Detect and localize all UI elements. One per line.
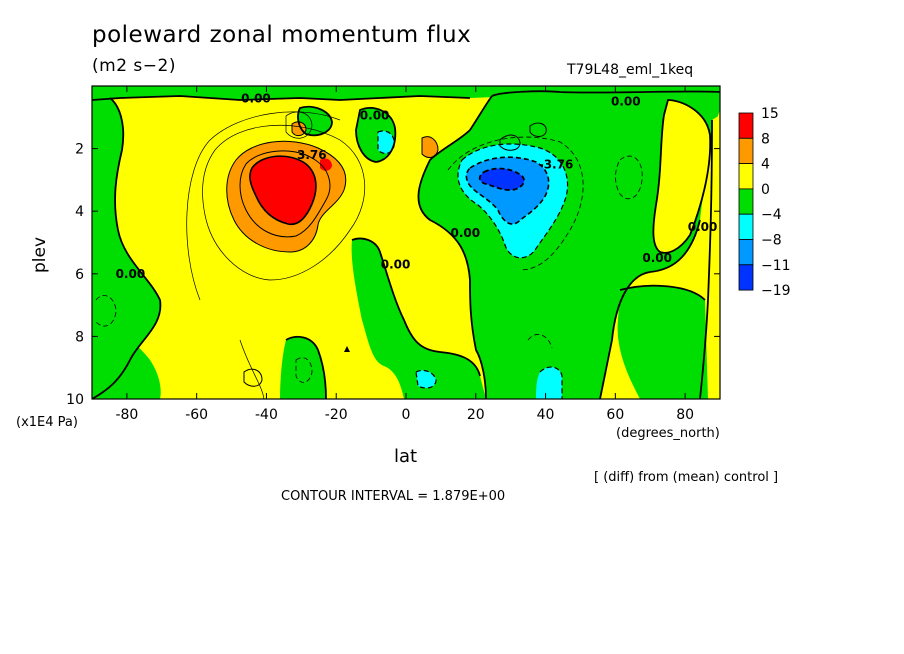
contour-label-0: 0.00 (241, 92, 271, 106)
x-tick-label-1: -60 (185, 407, 208, 423)
y-tick-label-3: 8 (75, 329, 84, 345)
contour-label-9: 0.00 (688, 220, 718, 234)
y-axis-ticks: 2 4 6 8 10 (66, 142, 720, 408)
contour-label-8: 0.00 (642, 251, 672, 265)
x-axis-ticks: -80 -60 -40 -20 0 20 40 60 80 (115, 86, 694, 423)
colorbar-label-6: −11 (761, 258, 791, 274)
x-tick-label-7: 60 (606, 407, 624, 423)
cyan-region-small-1 (378, 130, 395, 154)
red-region (249, 156, 316, 225)
contour-label-2: 3.76 (297, 148, 327, 162)
x-tick-label-6: 40 (537, 407, 555, 423)
colorbar-swatch-0 (738, 112, 754, 139)
y-tick-label-1: 4 (75, 204, 84, 220)
contour-label-6: -3.76 (539, 157, 574, 171)
x-axis-label: lat (394, 446, 418, 467)
colorbar: 15 8 4 0 −4 −8 −11 −19 (738, 106, 791, 299)
green-region-nh-lower (617, 285, 708, 399)
x-tick-label-8: 80 (676, 407, 694, 423)
x-tick-label-0: -80 (115, 407, 138, 423)
colorbar-swatch-5 (738, 239, 754, 266)
green-region-sh-mid (280, 336, 326, 399)
contour-interval: CONTOUR INTERVAL = 1.879E+00 (281, 489, 506, 504)
colorbar-swatch-6 (738, 264, 754, 291)
contour-label-7: 0.00 (611, 95, 641, 109)
colorbar-swatch-1 (738, 137, 754, 165)
y-tick-label-2: 6 (75, 267, 84, 283)
contour-field (92, 86, 720, 399)
yellow-strip-north (653, 100, 711, 253)
colorbar-label-3: 0 (761, 182, 770, 198)
green-region-lower-left (92, 329, 161, 399)
colorbar-label-1: 8 (761, 131, 770, 147)
run-name: T79L48_eml_1keq (567, 62, 694, 78)
colorbar-swatch-3 (738, 188, 754, 215)
green-region-top (92, 86, 720, 100)
y-tick-label-0: 2 (75, 142, 84, 158)
orange-region-small (422, 136, 438, 158)
x-tick-label-5: 20 (467, 407, 485, 423)
positive-contours (186, 111, 547, 399)
colorbar-swatch-2 (738, 163, 754, 190)
green-region-south-pole (92, 86, 161, 399)
x-tick-label-3: -20 (325, 407, 348, 423)
orange-region-top (292, 122, 306, 136)
contour-label-5: 0.00 (451, 226, 481, 240)
colorbar-label-5: −8 (761, 233, 782, 249)
cyan-region-small-3 (536, 367, 562, 399)
contour-labels: 0.00 0.00 3.76 0.00 0.00 0.00 -3.76 0.00 0.00 0.0… (116, 92, 718, 281)
colorbar-label-2: 4 (761, 157, 770, 173)
red-region-small (320, 158, 332, 171)
diff-note: [ (diff) from (mean) control ] (594, 470, 779, 485)
y-tick-label-4: 10 (66, 392, 84, 408)
green-region-center (351, 238, 486, 399)
contour-label-1: 0.00 (360, 109, 390, 123)
x-tick-label-2: -40 (255, 407, 278, 423)
colorbar-swatch-4 (738, 213, 754, 240)
colorbar-label-4: −4 (761, 207, 782, 223)
small-triangle-marker (344, 346, 350, 352)
negative-contours (95, 130, 643, 399)
chart-title: poleward zonal momentum flux (92, 22, 472, 48)
colorbar-label-7: −19 (761, 283, 791, 299)
chart-units: (m2 s−2) (92, 56, 176, 76)
y-axis-unit: (x1E4 Pa) (16, 415, 78, 430)
x-axis-unit: (degrees_north) (616, 426, 720, 441)
x-tick-label-4: 0 (402, 407, 411, 423)
zero-contours (92, 90, 720, 399)
colorbar-label-0: 15 (761, 106, 779, 122)
green-region-small-2 (298, 106, 332, 136)
contour-label-4: 0.00 (381, 257, 411, 271)
contour-label-3: 0.00 (116, 267, 146, 281)
cyan-region-small-2 (416, 370, 436, 388)
